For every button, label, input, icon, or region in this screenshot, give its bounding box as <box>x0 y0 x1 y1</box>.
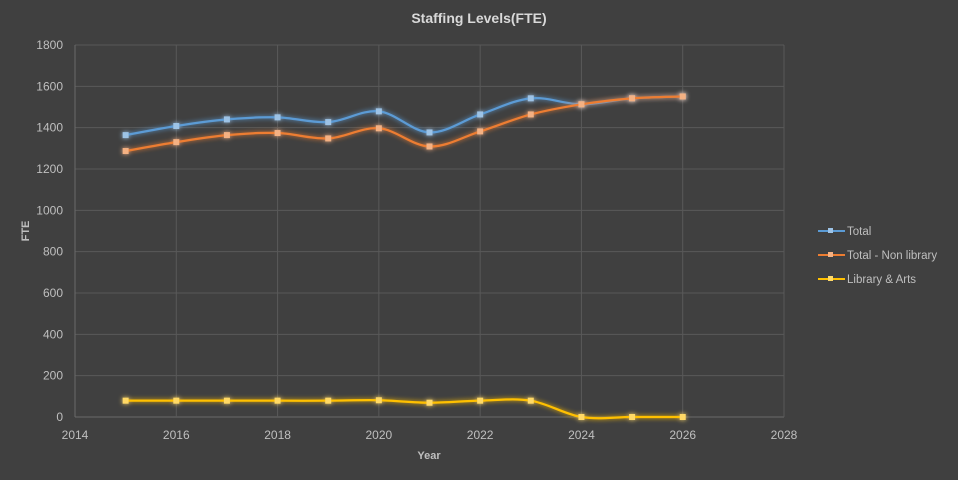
series-total-non-library <box>122 93 686 155</box>
data-point <box>426 399 433 406</box>
data-point <box>325 135 332 142</box>
gridlines <box>74 44 785 418</box>
data-point <box>426 129 433 136</box>
x-tick-label: 2020 <box>366 428 393 442</box>
data-point <box>527 397 534 404</box>
y-tick-label: 1600 <box>36 79 63 93</box>
x-tick-label: 2022 <box>467 428 494 442</box>
y-tick-label: 600 <box>43 286 63 300</box>
legend-item: Library & Arts <box>818 274 916 286</box>
data-point <box>274 114 281 121</box>
data-point <box>122 132 129 139</box>
data-point <box>578 101 585 108</box>
y-tick-label: 800 <box>43 245 63 259</box>
series-line <box>125 95 683 153</box>
y-tick-label: 200 <box>43 369 63 383</box>
y-tick-label: 0 <box>56 410 63 424</box>
data-point <box>325 397 332 404</box>
y-tick-label: 400 <box>43 327 63 341</box>
data-point <box>223 397 230 404</box>
data-point <box>679 93 686 100</box>
data-point <box>173 397 180 404</box>
data-point <box>629 95 636 102</box>
series-total <box>122 93 686 139</box>
y-tick-label: 1000 <box>36 203 63 217</box>
data-point <box>527 111 534 118</box>
data-point <box>223 132 230 139</box>
legend-label: Total - Non library <box>847 250 937 262</box>
x-tick-label: 2024 <box>568 428 595 442</box>
legend-marker-icon <box>828 276 833 281</box>
data-point <box>578 414 585 420</box>
series-line <box>125 398 683 420</box>
data-point <box>122 148 129 155</box>
legend-marker-icon <box>828 252 833 257</box>
data-point <box>527 95 534 102</box>
data-point <box>629 414 636 420</box>
x-axis-ticks: 2014 2016 2018 2020 2022 2024 2026 2028 <box>62 428 798 442</box>
legend-label: Total <box>847 226 871 238</box>
data-point <box>477 128 484 135</box>
data-point <box>477 111 484 118</box>
y-tick-label: 1800 <box>36 38 63 52</box>
legend-item: Total - Non library <box>818 250 937 262</box>
data-point <box>375 108 382 115</box>
legend-marker-icon <box>828 228 833 233</box>
data-point <box>223 116 230 123</box>
x-tick-label: 2014 <box>62 428 89 442</box>
series <box>122 93 686 420</box>
x-tick-label: 2016 <box>163 428 190 442</box>
data-point <box>325 119 332 126</box>
data-point <box>477 397 484 404</box>
data-point <box>274 397 281 404</box>
data-point <box>274 130 281 137</box>
data-point <box>173 123 180 130</box>
chart-title: Staffing Levels(FTE) <box>411 10 546 26</box>
y-axis-title: FTE <box>20 221 32 242</box>
data-point <box>122 397 129 404</box>
legend-item: Total <box>818 226 871 238</box>
x-axis-title: Year <box>417 450 441 462</box>
legend: Total Total - Non library Library & Arts <box>818 226 937 286</box>
y-axis-ticks: 0 200 400 600 800 1000 1200 1400 1600 1800 <box>36 38 63 424</box>
data-point <box>375 125 382 132</box>
data-point <box>375 397 382 404</box>
data-point <box>426 143 433 150</box>
x-tick-label: 2018 <box>264 428 291 442</box>
data-point <box>173 139 180 146</box>
data-point <box>679 414 686 420</box>
x-tick-label: 2028 <box>771 428 798 442</box>
series-library-arts <box>122 397 686 420</box>
x-tick-label: 2026 <box>669 428 696 442</box>
legend-label: Library & Arts <box>847 274 916 286</box>
y-tick-label: 1400 <box>36 121 63 135</box>
y-tick-label: 1200 <box>36 162 63 176</box>
